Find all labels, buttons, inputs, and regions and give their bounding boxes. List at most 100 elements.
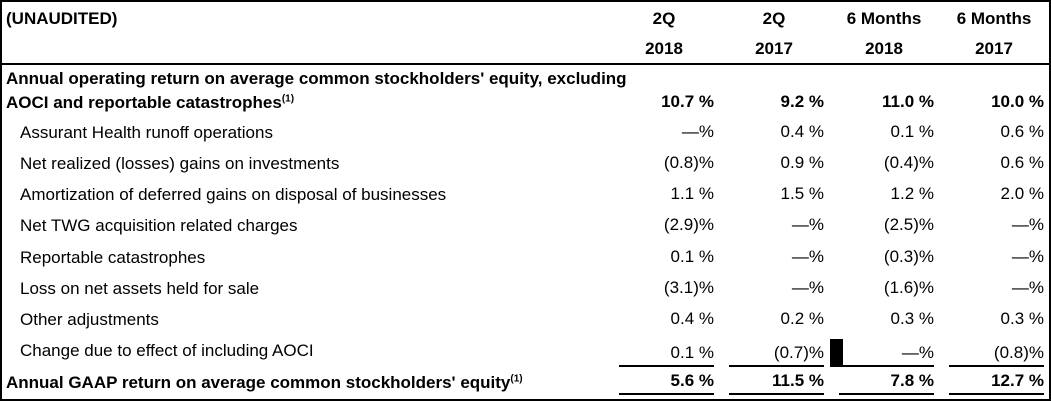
header-row-period: (UNAUDITED) 2Q 2Q 6 Months 6 Months [2, 2, 1049, 35]
table-row: Reportable catastrophes 0.1 % —% (0.3)% —% [2, 242, 1049, 273]
value-cell: 1.1 % [609, 180, 719, 211]
value-cell: —% [829, 336, 939, 367]
value-cell: (1.6)% [829, 273, 939, 304]
value-text: (0.8)% [993, 342, 1044, 362]
value-text: (3.1)% [663, 277, 714, 297]
value-text: —% [901, 342, 934, 362]
value-text: 1.2 % [890, 184, 934, 204]
table-row: Assurant Health runoff operations —% 0.4 %… [2, 117, 1049, 148]
row-label: AOCI and reportable catastrophes(1) [2, 89, 609, 117]
table-row: Loss on net assets held for sale (3.1)% —%… [2, 273, 1049, 304]
row-label-text: Change due to effect of including AOCI [20, 341, 314, 361]
value-text: (0.8)% [663, 153, 714, 173]
value-cell: (3.1)% [609, 273, 719, 304]
value-text: —% [791, 277, 824, 297]
row-label-text: Loss on net assets held for sale [20, 278, 260, 298]
table-row: Other adjustments 0.4 % 0.2 % 0.3 % 0.3 % [2, 304, 1049, 335]
table-row: Annual operating return on average commo… [2, 64, 1049, 89]
value-text: 0.1 % [890, 121, 934, 141]
unaudited-label: (UNAUDITED) [6, 8, 118, 28]
value-cell [829, 64, 939, 89]
value-text: (2.9)% [663, 215, 714, 235]
value-cell [719, 64, 829, 89]
value-cell: (0.8)% [609, 148, 719, 179]
value-cell: (0.7)% [719, 336, 843, 367]
value-cell: 5.6 % [609, 367, 719, 399]
value-cell: 0.6 % [939, 117, 1049, 148]
value-text: 12.7 % [991, 371, 1044, 390]
table-row: Change due to effect of including AOCI 0.… [2, 336, 1049, 367]
table-row: Net realized (losses) gains on investmen… [2, 148, 1049, 179]
col-header-period-2q-2018: 2Q [652, 8, 676, 28]
value-cell: —% [609, 117, 719, 148]
value-text: 2.0 % [1000, 184, 1044, 204]
table-row: AOCI and reportable catastrophes(1) 10.7 … [2, 89, 1049, 117]
value-text: —% [791, 215, 824, 235]
value-text: 0.4 % [670, 308, 714, 328]
value-cell: (0.3)% [829, 242, 939, 273]
value-cell: —% [939, 211, 1049, 242]
value-text: —% [1011, 246, 1044, 266]
row-label: Change due to effect of including AOCI [2, 336, 609, 367]
value-cell: 12.7 % [939, 367, 1049, 399]
row-label-text: Net TWG acquisition related charges [20, 216, 298, 236]
row-label-text: Amortization of deferred gains on dispos… [20, 185, 447, 205]
value-text: 10.0 % [991, 92, 1044, 112]
value-text: 1.5 % [780, 184, 824, 204]
row-label: Annual operating return on average commo… [2, 64, 627, 89]
header-spacer [2, 35, 609, 65]
value-text: 0.9 % [780, 153, 824, 173]
value-cell: —% [939, 242, 1049, 273]
cursor-artifact [830, 338, 843, 367]
value-text: —% [681, 121, 714, 141]
value-cell: 11.0 % [829, 89, 939, 117]
value-cell: 7.8 % [829, 367, 939, 399]
value-text: 0.3 % [1000, 308, 1044, 328]
value-text: 9.2 % [780, 92, 824, 112]
col-header-year-2018b: 2018 [829, 35, 939, 65]
value-text: (0.4)% [883, 153, 934, 173]
value-cell: 9.2 % [719, 89, 829, 117]
row-label: Annual GAAP return on average common sto… [2, 367, 609, 399]
value-text: (0.7)% [773, 342, 824, 362]
value-cell: 10.7 % [609, 89, 719, 117]
row-label-text: Other adjustments [20, 309, 159, 329]
value-text: (0.3)% [883, 246, 934, 266]
value-cell: 11.5 % [719, 367, 829, 399]
value-cell: 0.1 % [609, 242, 719, 273]
value-text: 0.4 % [780, 121, 824, 141]
row-label: Amortization of deferred gains on dispos… [2, 180, 609, 211]
row-label-text: Annual GAAP return on average common sto… [6, 372, 511, 392]
value-cell: —% [719, 211, 829, 242]
value-cell: —% [939, 273, 1049, 304]
row-label: Reportable catastrophes [2, 242, 609, 273]
col-header-period-2q-2017: 2Q [762, 8, 786, 28]
value-cell: —% [719, 242, 829, 273]
value-cell: —% [719, 273, 829, 304]
row-label-text: Reportable catastrophes [20, 247, 206, 267]
value-text: 11.0 % [882, 92, 934, 112]
value-text: —% [791, 246, 824, 266]
footnote-marker: (1) [510, 373, 523, 385]
row-label: Other adjustments [2, 304, 609, 335]
value-cell: 1.5 % [719, 180, 829, 211]
value-text: 1.1 % [670, 184, 714, 204]
value-cell: 0.6 % [939, 148, 1049, 179]
value-cell: 1.2 % [829, 180, 939, 211]
table-row: Net TWG acquisition related charges (2.9)… [2, 211, 1049, 242]
value-cell: 0.4 % [719, 117, 829, 148]
col-header-year-2018: 2018 [609, 35, 719, 65]
value-cell: 0.9 % [719, 148, 829, 179]
value-text: —% [1011, 215, 1044, 235]
value-cell [939, 64, 1049, 89]
value-cell: 0.3 % [939, 304, 1049, 335]
value-text: —% [1011, 277, 1044, 297]
col-header-period-6m-2018: 6 Months [846, 8, 922, 28]
table-row: Amortization of deferred gains on dispos… [2, 180, 1049, 211]
value-text: 5.6 % [670, 371, 714, 390]
col-header-year-2017: 2017 [719, 35, 829, 65]
row-label: Net TWG acquisition related charges [2, 211, 609, 242]
value-text: 7.8 % [890, 371, 934, 390]
value-cell: 0.4 % [609, 304, 719, 335]
